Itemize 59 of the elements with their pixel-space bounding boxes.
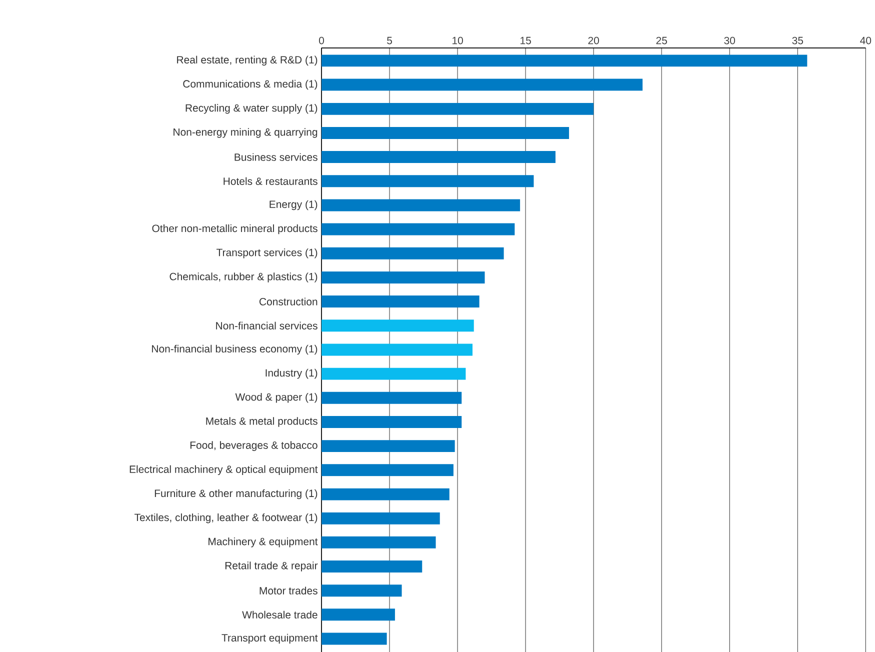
bar: [322, 319, 474, 332]
bar: [322, 584, 402, 596]
bar: [322, 416, 462, 428]
x-tick-label: 30: [724, 36, 736, 44]
x-tick-label: 40: [860, 36, 872, 44]
bar: [322, 247, 504, 260]
y-tick-label: Non-energy mining & quarrying: [174, 128, 318, 138]
y-tick-label: Business services: [234, 153, 318, 161]
y-tick-label: Construction: [259, 298, 318, 306]
bar: [322, 78, 643, 91]
bar: [322, 560, 422, 572]
x-tick-label: 20: [588, 36, 600, 44]
y-tick-label: Food, beverages & tobacco: [190, 440, 318, 451]
x-tick-label: 35: [792, 36, 804, 44]
y-tick-label: Textiles, clothing, leather & footwear (1): [134, 513, 318, 524]
y-tick-label: Energy (1): [270, 200, 318, 210]
y-tick-label: Transport equipment: [222, 634, 318, 644]
y-tick-label: Retail trade & repair: [225, 561, 318, 572]
bar: [322, 608, 395, 620]
bar: [322, 632, 387, 645]
bar: [322, 174, 534, 187]
x-tick-label: 5: [387, 36, 392, 44]
y-tick-label: Electrical machinery & optical equipment: [130, 465, 318, 475]
bar: [322, 368, 466, 380]
y-tick-label: Non-financial business economy (1): [152, 344, 318, 354]
bar: [322, 150, 556, 163]
y-tick-label: Industry (1): [266, 368, 318, 378]
x-tick-label: 25: [656, 36, 668, 44]
bar: [322, 488, 450, 500]
bar: [322, 271, 485, 284]
y-tick-label: Motor trades: [260, 586, 318, 594]
y-tick-label: Furniture & other manufacturing (1): [154, 489, 318, 499]
bar: [322, 54, 808, 66]
y-tick-label: Non-financial services: [216, 322, 318, 330]
bar: [322, 126, 570, 139]
y-tick-label: Transport services (1): [216, 248, 318, 258]
y-tick-label: Hotels & restaurants: [224, 177, 318, 185]
y-tick-label: Recycling & water supply (1): [186, 104, 318, 114]
y-tick-label: Communications & media (1): [183, 80, 318, 90]
y-tick-label: Chemicals, rubber & plastics (1): [170, 272, 318, 282]
x-tick-label: 15: [520, 36, 531, 44]
bar: [322, 102, 594, 115]
bar: [322, 199, 520, 212]
bar: [322, 295, 480, 308]
bar: [322, 223, 515, 236]
y-tick-label: Wholesale trade: [242, 610, 318, 618]
x-tick-label: 0: [319, 36, 324, 44]
bar: [322, 464, 454, 476]
bar: [322, 440, 455, 452]
y-tick-label: Real estate, renting & R&D (1): [177, 56, 318, 66]
y-tick-label: Metals & metal products: [206, 416, 318, 427]
y-tick-label: Wood & paper (1): [235, 392, 318, 403]
bar: [322, 344, 473, 356]
y-tick-label: Machinery & equipment: [208, 537, 318, 548]
x-tick-label: 10: [452, 36, 463, 44]
y-tick-label: Other non-metallic mineral products: [152, 224, 318, 234]
bar: [322, 392, 462, 404]
bar: [322, 536, 436, 548]
bar: [322, 512, 440, 524]
